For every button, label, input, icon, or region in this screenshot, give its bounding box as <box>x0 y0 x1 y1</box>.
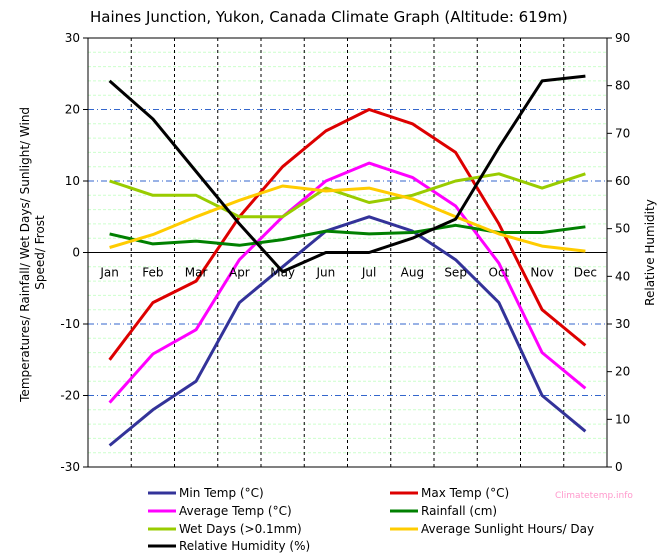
x-tick-label: Aug <box>401 266 424 280</box>
legend-label: Max Temp (°C) <box>421 486 509 500</box>
left-axis-ticks: -30 -20 -10 0 10 20 30 <box>60 31 88 474</box>
x-tick-label: Sep <box>444 266 467 280</box>
series-line-6 <box>108 74 586 274</box>
legend-label: Average Sunlight Hours/ Day <box>421 522 594 536</box>
right-tick-label: 90 <box>615 31 630 45</box>
series-line-2 <box>108 161 587 404</box>
right-tick-label: 20 <box>615 365 630 379</box>
x-tick-label: Nov <box>530 266 553 280</box>
x-tick-label: Apr <box>229 266 250 280</box>
series-line-1 <box>108 108 587 361</box>
y-axis-right-label: Relative Humidity <box>643 199 657 306</box>
legend-label: Relative Humidity (%) <box>179 539 310 553</box>
left-tick-label: -20 <box>60 389 80 403</box>
right-tick-label: 50 <box>615 222 630 236</box>
right-tick-label: 0 <box>615 460 623 474</box>
x-tick-label: Mar <box>185 266 208 280</box>
right-tick-label: 80 <box>615 79 630 93</box>
right-tick-label: 70 <box>615 126 630 140</box>
legend-label: Wet Days (>0.1mm) <box>179 522 302 536</box>
x-axis-ticks: Jan Feb Mar Apr May Jun Jul Aug Sep Oct Nov Dec <box>99 266 597 280</box>
series-line-0 <box>108 215 587 447</box>
right-tick-label: 60 <box>615 174 630 188</box>
series-line-3 <box>109 223 586 247</box>
legend-label: Min Temp (°C) <box>179 486 264 500</box>
left-tick-label: -30 <box>60 460 80 474</box>
chart-title: Haines Junction, Yukon, Canada Climate G… <box>90 8 568 26</box>
legend: Min Temp (°C) Max Temp (°C) Average Temp (… <box>148 486 594 553</box>
series-lines <box>108 74 587 447</box>
left-tick-label: 20 <box>65 103 80 117</box>
x-tick-label: Jun <box>316 266 336 280</box>
right-axis-ticks: 0 10 20 30 40 50 60 70 80 90 <box>607 31 630 474</box>
left-tick-label: 30 <box>65 31 80 45</box>
left-tick-label: 0 <box>72 246 80 260</box>
left-tick-label: -10 <box>60 317 80 331</box>
series-line-4 <box>109 172 586 219</box>
y-axis-left-label-line-2: Speed/ Frost <box>33 215 47 290</box>
watermark: Climatetemp.info <box>555 491 633 501</box>
x-tick-label: Oct <box>489 266 510 280</box>
x-tick-label: Jan <box>99 266 119 280</box>
x-tick-label: Dec <box>574 266 597 280</box>
legend-label: Rainfall (cm) <box>421 504 497 518</box>
y-axis-left-label-line-1: Temperatures/ Rainfall/ Wet Days/ Sunlig… <box>18 107 32 403</box>
x-tick-label: Jul <box>361 266 376 280</box>
series-line-5 <box>109 184 586 253</box>
left-tick-label: 10 <box>65 174 80 188</box>
right-tick-label: 40 <box>615 269 630 283</box>
right-tick-label: 10 <box>615 412 630 426</box>
y-axis-left-label: Temperatures/ Rainfall/ Wet Days/ Sunlig… <box>18 103 47 403</box>
right-tick-label: 30 <box>615 317 630 331</box>
x-tick-label: May <box>270 266 295 280</box>
legend-label: Average Temp (°C) <box>179 504 292 518</box>
x-tick-label: Feb <box>142 266 163 280</box>
